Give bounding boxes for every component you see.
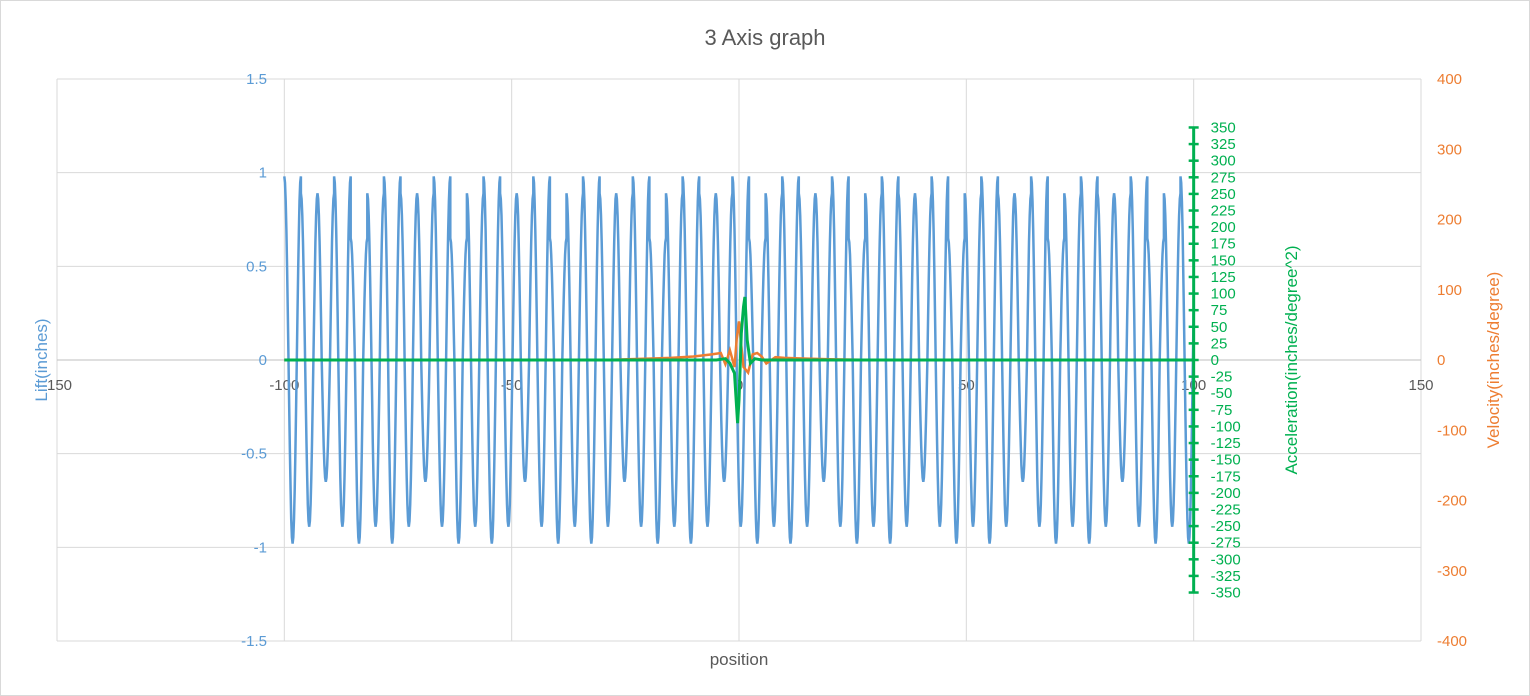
acceleration-tick-label: 100	[1211, 286, 1236, 303]
velocity-tick-label: -100	[1437, 422, 1467, 439]
acceleration-tick-label: -175	[1211, 468, 1241, 485]
acceleration-tick-label: 125	[1211, 269, 1236, 286]
lift-tick-label: 1	[259, 165, 267, 182]
acceleration-tick-label: -325	[1211, 568, 1241, 585]
acceleration-tick-label: 325	[1211, 136, 1236, 153]
acceleration-tick-label: 50	[1211, 319, 1228, 336]
acceleration-axis-title: Acceleration(inches/degree^2)	[1282, 245, 1301, 474]
acceleration-tick-label: 350	[1211, 119, 1236, 136]
acceleration-tick-label: -350	[1211, 585, 1241, 602]
velocity-tick-label: -300	[1437, 563, 1467, 580]
series-group	[283, 176, 1195, 544]
chart-title: 3 Axis graph	[704, 25, 825, 50]
velocity-axis-ticks: -400 -300 -200 -100 0 100 200 300 400	[1437, 71, 1467, 650]
lift-tick-label: 0	[259, 352, 267, 369]
acceleration-tick-label: -275	[1211, 535, 1241, 552]
acceleration-tick-label: 300	[1211, 153, 1236, 170]
lift-series-line	[283, 176, 1195, 544]
lift-axis-ticks: -1.5 -1 -0.5 0 0.5 1 1.5	[241, 71, 267, 650]
acceleration-series-line	[284, 296, 1194, 424]
x-tick-label: -100	[269, 377, 299, 394]
velocity-tick-label: -200	[1437, 493, 1467, 510]
velocity-tick-label: 200	[1437, 212, 1462, 229]
velocity-tick-label: 400	[1437, 71, 1462, 88]
acceleration-tick-label: -100	[1211, 418, 1241, 435]
acceleration-tick-label: 25	[1211, 335, 1228, 352]
lift-tick-label: 0.5	[246, 258, 267, 275]
acceleration-tick-label: -225	[1211, 501, 1241, 518]
lift-tick-label: -0.5	[241, 446, 267, 463]
acceleration-axis: -350-325-300-275-250-225-200-175-150-125…	[1188, 119, 1241, 602]
acceleration-tick-label: -125	[1211, 435, 1241, 452]
acceleration-tick-label: -50	[1211, 385, 1233, 402]
acceleration-tick-label: 0	[1211, 352, 1219, 369]
acceleration-tick-label: 250	[1211, 186, 1236, 203]
acceleration-tick-label: -25	[1211, 369, 1233, 386]
acceleration-tick-label: 175	[1211, 236, 1236, 253]
velocity-tick-label: 100	[1437, 282, 1462, 299]
acceleration-tick-label: 225	[1211, 203, 1236, 220]
lift-tick-label: -1	[254, 539, 267, 556]
acceleration-tick-label: -250	[1211, 518, 1241, 535]
velocity-tick-label: 0	[1437, 352, 1445, 369]
acceleration-tick-label: 275	[1211, 169, 1236, 186]
velocity-axis-title: Velocity(inches/degree)	[1484, 272, 1503, 449]
acceleration-tick-label: 200	[1211, 219, 1236, 236]
lift-axis-title: Lift(inches)	[32, 318, 51, 401]
acceleration-tick-label: 75	[1211, 302, 1228, 319]
velocity-tick-label: 300	[1437, 141, 1462, 158]
lift-tick-label: -1.5	[241, 633, 267, 650]
acceleration-tick-label: -150	[1211, 452, 1241, 469]
velocity-tick-label: -400	[1437, 633, 1467, 650]
lift-tick-label: 1.5	[246, 71, 267, 88]
x-axis-title: position	[710, 650, 769, 669]
acceleration-tick-label: 150	[1211, 252, 1236, 269]
acceleration-tick-label: -200	[1211, 485, 1241, 502]
acceleration-tick-label: -75	[1211, 402, 1233, 419]
acceleration-tick-label: -300	[1211, 551, 1241, 568]
x-tick-label: 150	[1408, 377, 1433, 394]
x-tick-label: -150	[42, 377, 72, 394]
